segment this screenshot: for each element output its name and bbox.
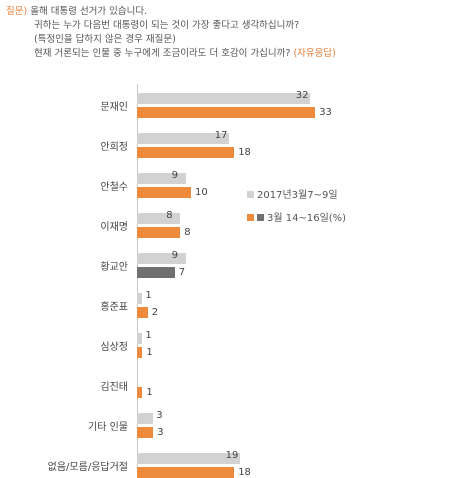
chart-baseline: [137, 84, 138, 472]
data-label-curr: 33: [319, 107, 332, 118]
data-label-curr: 10: [195, 187, 208, 198]
bar-curr: [137, 347, 143, 358]
bar-prev: [137, 213, 181, 224]
category-label: 김진태: [100, 382, 128, 393]
legend-swatch-curr: [247, 214, 254, 221]
bar-curr: [137, 307, 148, 318]
category-label: 문재인: [100, 102, 128, 113]
category-label: 심상정: [100, 342, 128, 353]
data-label-curr: 1: [146, 347, 153, 358]
data-label-prev: 32: [295, 90, 309, 101]
data-label-prev: 8: [166, 210, 173, 221]
bar-curr: [137, 227, 181, 238]
question-line-4: 현재 거론되는 인물 중 누구에게 조금이라도 더 호감이 가십니까? (자유응…: [34, 48, 336, 59]
legend-item-prev: 2017년3월7~9일: [247, 186, 338, 201]
data-label-prev: 17: [214, 130, 228, 141]
category-label: 기타 인물: [88, 422, 128, 433]
bar-curr: [137, 107, 316, 118]
bar-prev: [137, 293, 143, 304]
category-label: 홍준표: [100, 302, 128, 313]
category-label: 황교안: [100, 262, 128, 273]
data-label-curr: 3: [157, 427, 164, 438]
category-label: 이재명: [100, 222, 128, 233]
bar-curr: [137, 147, 235, 158]
bar-curr: [137, 187, 191, 198]
data-label-curr: 8: [184, 227, 191, 238]
bar-prev: [137, 253, 186, 264]
bar-curr: [137, 387, 143, 398]
bar-prev: [137, 173, 186, 184]
bar-curr: [137, 427, 154, 438]
question-line-2: 귀하는 누가 다음번 대통령이 되는 것이 가장 좋다고 생각하십니까?: [34, 20, 300, 31]
bar-prev: [137, 453, 240, 464]
legend-item-curr: 3월 14~16일(%): [247, 209, 346, 224]
question-tag: 질문): [6, 6, 28, 17]
legend-swatch-curr-gray: [257, 214, 264, 221]
legend-swatch-prev: [247, 191, 254, 198]
bar-prev: [137, 93, 310, 104]
category-label: 없음/모름/응답거절: [47, 462, 128, 473]
data-label-prev: 3: [156, 410, 163, 421]
data-label-curr: 7: [178, 267, 186, 278]
bar-prev: [137, 133, 229, 144]
data-label-prev: 9: [171, 170, 178, 181]
bar-curr: [137, 267, 175, 278]
data-label-prev: 19: [225, 450, 239, 461]
category-label: 안희정: [100, 142, 128, 153]
data-label-curr: 18: [238, 147, 251, 158]
data-label-prev: 1: [145, 290, 152, 301]
data-label-curr: 1: [146, 387, 153, 398]
data-label-prev: 9: [171, 250, 178, 261]
data-label-curr: 18: [238, 467, 251, 478]
data-label-curr: 2: [151, 307, 159, 318]
data-label-prev: 1: [145, 330, 152, 341]
question-line-3: (특정인을 답하지 않은 경우 재질문): [34, 34, 176, 45]
bar-prev: [137, 413, 154, 424]
question-line-1: 질문) 올해 대통령 선거가 있습니다.: [6, 6, 148, 17]
bar-prev: [137, 333, 143, 344]
category-label: 안철수: [100, 182, 128, 193]
bar-curr: [137, 467, 235, 478]
